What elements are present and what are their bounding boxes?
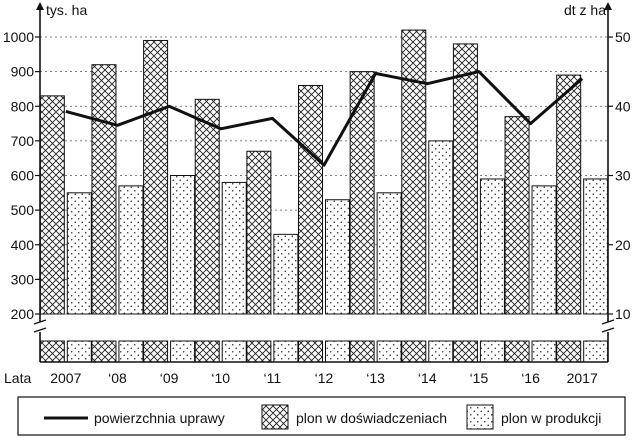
bar-plon-produkcja (531, 185, 557, 315)
bar-plon-doswiadczenia (504, 116, 530, 315)
line-powierzchnia-uprawy (65, 70, 584, 167)
bar-plon-produkcja (428, 140, 454, 315)
x-tick-label: ‘08 (108, 370, 127, 386)
bar-stub-produkcja (273, 340, 299, 363)
bar-stub-produkcja (531, 340, 557, 363)
bar-plon-doswiadczenia (556, 74, 582, 315)
bar-plon-doswiadczenia (452, 43, 478, 315)
left-tick-label: 900 (11, 64, 35, 80)
right-tick-label: 30 (615, 168, 631, 184)
left-tick-label: 200 (11, 306, 35, 322)
x-tick-label: ‘16 (521, 370, 540, 386)
left-tick-label: 500 (11, 202, 35, 218)
x-tick-label: ‘12 (315, 370, 334, 386)
right-axis-arrow (604, 2, 612, 10)
bar-stub-produkcja (66, 340, 92, 363)
x-tick-label: ‘09 (160, 370, 179, 386)
left-axis-unit: tys. ha (46, 2, 87, 18)
bar-plon-doswiadczenia (401, 29, 427, 315)
bar-stub-produkcja (170, 340, 196, 363)
legend-cross-swatch (261, 404, 289, 430)
x-tick-label: ‘10 (211, 370, 230, 386)
bar-plon-doswiadczenia (246, 150, 272, 315)
x-tick-label: ‘15 (470, 370, 489, 386)
bar-stub-doswiadczenia (39, 340, 65, 363)
bar-stub-doswiadczenia (91, 340, 117, 363)
bar-plon-produkcja (118, 185, 144, 315)
bar-stub-doswiadczenia (556, 340, 582, 363)
bar-stub-doswiadczenia (401, 340, 427, 363)
legend-label-doswiadczenia: plon w doświadczeniach (296, 410, 447, 426)
legend-label-produkcja: plon w produkcji (501, 410, 601, 426)
left-tick-label: 300 (11, 271, 35, 287)
left-axis-arrow (36, 2, 44, 10)
left-tick-label: 800 (11, 98, 35, 114)
bar-stub-doswiadczenia (194, 340, 220, 363)
bar-stub-doswiadczenia (246, 340, 272, 363)
bar-plon-produkcja (376, 192, 402, 315)
legend-dots-swatch (466, 404, 494, 430)
bar-stub-produkcja (428, 340, 454, 363)
bar-plon-produkcja (273, 233, 299, 315)
left-tick-label: 400 (11, 237, 35, 253)
left-tick-label: 700 (11, 133, 35, 149)
left-tick-label: 600 (11, 168, 35, 184)
right-tick-label: 40 (615, 98, 631, 114)
bar-plon-produkcja (170, 175, 196, 315)
bar-stub-produkcja (479, 340, 505, 363)
bar-stub-doswiadczenia (504, 340, 530, 363)
bar-stub-doswiadczenia (143, 340, 169, 363)
x-tick-label: ‘13 (366, 370, 385, 386)
years-label: Lata (4, 370, 31, 386)
right-tick-label: 20 (615, 237, 631, 253)
bar-stub-doswiadczenia (298, 340, 323, 363)
right-axis-unit: dt z ha (564, 2, 606, 18)
legend-label-powierzchnia: powierzchnia uprawy (94, 410, 225, 426)
bar-plon-produkcja (221, 181, 247, 315)
bar-stub-produkcja (325, 340, 350, 363)
legend: powierzchnia uprawy plon w doświadczenia… (17, 396, 626, 436)
bar-stub-produkcja (221, 340, 247, 363)
bar-plon-produkcja (66, 192, 92, 315)
bar-stub-doswiadczenia (349, 340, 375, 363)
bar-plon-doswiadczenia (194, 98, 220, 315)
left-axis-break (32, 319, 48, 333)
right-tick-label: 50 (615, 29, 631, 45)
bar-plon-produkcja (479, 178, 505, 315)
bar-plon-doswiadczenia (91, 64, 117, 315)
bar-plon-doswiadczenia (298, 84, 323, 315)
x-tick-label: ‘11 (264, 370, 282, 386)
bar-stub-produkcja (583, 340, 609, 363)
bar-stub-produkcja (376, 340, 402, 363)
x-tick-label: 2007 (50, 370, 81, 386)
bar-plon-produkcja (325, 199, 350, 315)
bar-stub-doswiadczenia (452, 340, 478, 363)
left-tick-label: 1000 (3, 29, 34, 45)
legend-box (17, 396, 626, 436)
bar-plon-produkcja (583, 178, 609, 315)
bar-plon-doswiadczenia (143, 39, 169, 315)
bar-stub-produkcja (118, 340, 144, 363)
bar-plon-doswiadczenia (39, 95, 65, 315)
bar-plon-doswiadczenia (349, 71, 375, 315)
right-axis-break (600, 319, 616, 333)
x-tick-label: 2017 (567, 370, 598, 386)
x-tick-label: ‘14 (418, 370, 437, 386)
right-tick-label: 10 (615, 306, 631, 322)
